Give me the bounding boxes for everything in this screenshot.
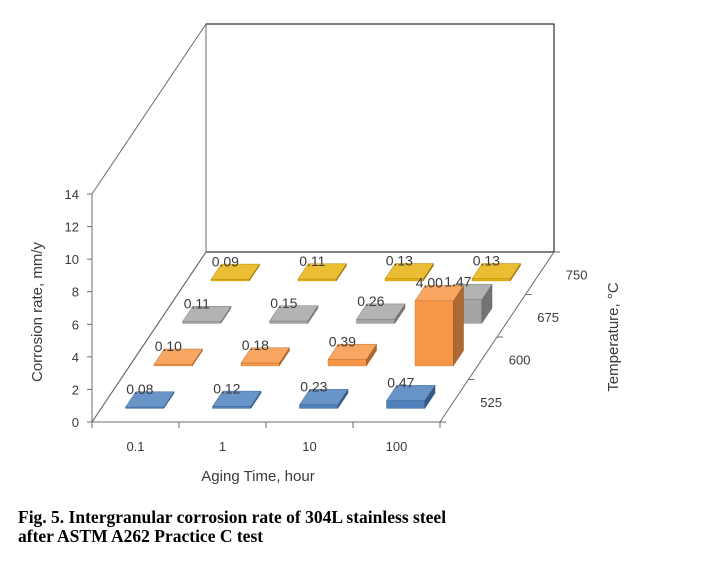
bar-front-face bbox=[269, 320, 309, 324]
z-tick-label: 675 bbox=[537, 310, 559, 325]
bar-525-100 bbox=[386, 384, 436, 410]
bar-525-1 bbox=[212, 390, 262, 410]
bar-600-0.1 bbox=[153, 348, 203, 367]
bar-525-0.1 bbox=[125, 390, 175, 410]
y-tick-label: 6 bbox=[72, 317, 79, 332]
data-label: 0.09 bbox=[212, 253, 239, 269]
x-tick-label: 10 bbox=[302, 439, 316, 454]
bar-750-0.1 bbox=[210, 263, 260, 282]
bar-600-10 bbox=[327, 343, 377, 367]
bar-top-face bbox=[182, 306, 232, 322]
y-tick-label: 4 bbox=[72, 350, 79, 365]
y-tick-label: 14 bbox=[65, 187, 79, 202]
bar-front-face bbox=[386, 400, 426, 409]
bar-top-face bbox=[153, 348, 203, 365]
data-label: 0.39 bbox=[329, 333, 356, 349]
bar-front-face bbox=[356, 318, 396, 324]
data-label: 0.47 bbox=[387, 375, 414, 391]
bar-750-100 bbox=[471, 262, 521, 282]
bar-front-face bbox=[212, 406, 252, 409]
data-label: 0.15 bbox=[270, 295, 297, 311]
bar-top-face bbox=[299, 389, 349, 405]
caption-line-2: after ASTM A262 Practice C test bbox=[18, 526, 264, 546]
bar-top-face bbox=[414, 285, 464, 302]
data-label: 0.11 bbox=[299, 253, 325, 269]
bar-675-10 bbox=[356, 303, 406, 325]
bar-top-face bbox=[386, 385, 436, 401]
bar-525-10 bbox=[299, 388, 349, 410]
x-tick-label: 100 bbox=[386, 439, 408, 454]
data-label: 0.13 bbox=[473, 253, 500, 269]
z-tick-label: 750 bbox=[566, 267, 588, 282]
bar-750-10 bbox=[384, 262, 434, 282]
bar-front-face bbox=[299, 404, 339, 409]
data-label: 1.47 bbox=[444, 273, 471, 289]
bar-750-1 bbox=[297, 262, 347, 282]
z-axis-title: Temperature, °C bbox=[605, 282, 622, 392]
z-tick-label: 525 bbox=[480, 395, 502, 410]
bar-top-face bbox=[125, 391, 175, 408]
data-label: 0.18 bbox=[242, 337, 269, 353]
bar-top-face bbox=[384, 263, 434, 280]
y-tick-label: 8 bbox=[72, 285, 79, 300]
z-tick-label: 600 bbox=[509, 352, 531, 367]
back-wall bbox=[205, 23, 555, 253]
data-label: 0.13 bbox=[386, 253, 413, 269]
y-tick-label: 12 bbox=[65, 220, 79, 235]
y-tick-label: 2 bbox=[72, 382, 79, 397]
data-label: 0.08 bbox=[126, 381, 153, 397]
bar-front-face bbox=[414, 300, 454, 367]
x-tick-label: 1 bbox=[219, 439, 226, 454]
data-label: 0.23 bbox=[300, 379, 327, 395]
bar-top-face bbox=[212, 390, 262, 407]
caption-line-1: Fig. 5. Intergranular corrosion rate of … bbox=[18, 507, 447, 527]
y-tick-label: 0 bbox=[72, 415, 79, 430]
bar-top-face bbox=[471, 263, 521, 280]
bar-front-face bbox=[471, 278, 511, 282]
y-axis-title: Corrosion rate, mm/y bbox=[29, 241, 46, 382]
bar-front-face bbox=[240, 362, 280, 367]
bar-top-face bbox=[240, 347, 290, 364]
bar-front-face bbox=[297, 278, 337, 282]
y-tick-label: 10 bbox=[65, 252, 79, 267]
data-label: 0.11 bbox=[184, 296, 210, 312]
bar-front-face bbox=[327, 359, 367, 367]
bar-top-face bbox=[269, 305, 319, 322]
bar-top-face bbox=[297, 263, 347, 280]
chart-data-labels: 0.09 0.11 0.13 0.13 0.11 0.15 0.26 1.47 0.10 0.18… bbox=[126, 253, 500, 397]
data-label: 0.12 bbox=[213, 380, 240, 396]
floor-left-edge bbox=[91, 251, 207, 423]
bar-front-face bbox=[182, 321, 222, 324]
x-axis-title: Aging Time, hour bbox=[201, 468, 314, 485]
bar-675-1 bbox=[269, 304, 319, 325]
bar-top-face bbox=[327, 343, 377, 360]
data-label: 0.26 bbox=[357, 293, 384, 309]
bar-600-100 bbox=[414, 284, 464, 367]
figure-caption: Fig. 5. Intergranular corrosion rate of … bbox=[18, 508, 678, 546]
bar-675-0.1 bbox=[182, 305, 232, 325]
data-label: 4.00 bbox=[416, 275, 443, 291]
bar-top-face bbox=[210, 263, 260, 280]
x-tick-label: 0.1 bbox=[126, 439, 144, 454]
bar-600-1 bbox=[240, 346, 290, 367]
bar-top-face bbox=[356, 303, 406, 320]
chart-bars bbox=[125, 262, 521, 410]
data-label: 0.10 bbox=[155, 338, 182, 354]
